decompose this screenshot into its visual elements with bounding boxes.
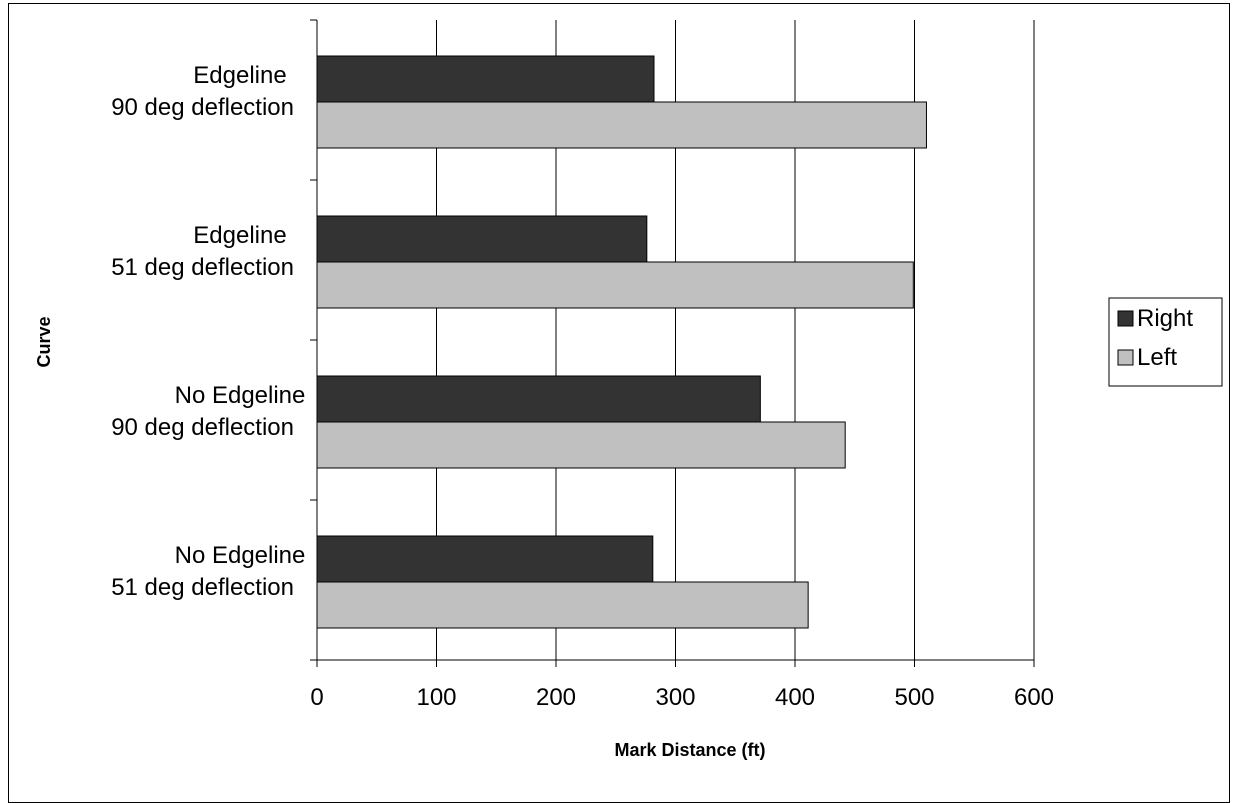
x-tick-label: 200 bbox=[536, 684, 576, 711]
bar-right bbox=[316, 375, 761, 423]
legend: Right Left bbox=[1108, 297, 1223, 387]
bar-left bbox=[316, 421, 846, 469]
bar-left bbox=[316, 581, 809, 629]
bar-right bbox=[316, 535, 654, 583]
legend-swatch-right bbox=[1117, 310, 1134, 327]
x-tick-label: 600 bbox=[1014, 684, 1054, 711]
bar-right bbox=[316, 55, 655, 103]
bars bbox=[316, 55, 927, 629]
bar-left bbox=[316, 101, 927, 149]
x-tick-label: 0 bbox=[310, 684, 323, 711]
category-label-line2: 90 deg deflection bbox=[111, 414, 294, 441]
x-tick-label: 500 bbox=[894, 684, 934, 711]
x-axis-title: Mark Distance (ft) bbox=[614, 740, 765, 760]
category-label-line1: Edgeline bbox=[193, 222, 286, 249]
category-label: Edgeline 90 deg deflection bbox=[111, 62, 294, 121]
x-tick-label: 300 bbox=[655, 684, 695, 711]
category-labels: Edgeline 90 deg deflection Edgeline 51 deg … bbox=[111, 62, 305, 601]
category-label: Edgeline 51 deg deflection bbox=[111, 222, 294, 281]
x-tick-labels: 0 100 200 300 400 500 600 bbox=[310, 684, 1054, 711]
y-axis-title: Curve bbox=[34, 316, 54, 367]
x-tick-label: 400 bbox=[775, 684, 815, 711]
category-label-line1: No Edgeline bbox=[175, 542, 306, 569]
bar-right bbox=[316, 215, 648, 263]
category-label-line1: Edgeline bbox=[193, 62, 286, 89]
category-label-line1: No Edgeline bbox=[175, 382, 306, 409]
category-label-line2: 51 deg deflection bbox=[111, 254, 294, 281]
legend-label-right: Right bbox=[1137, 305, 1193, 332]
category-label: No Edgeline 51 deg deflection bbox=[111, 542, 305, 601]
axes bbox=[310, 19, 1035, 667]
bar-left bbox=[316, 261, 914, 309]
category-label-line2: 90 deg deflection bbox=[111, 94, 294, 121]
x-tick-label: 100 bbox=[416, 684, 456, 711]
legend-swatch-left bbox=[1117, 349, 1134, 366]
category-label-line2: 51 deg deflection bbox=[111, 574, 294, 601]
category-label: No Edgeline 90 deg deflection bbox=[111, 382, 305, 441]
legend-label-left: Left bbox=[1137, 344, 1177, 371]
